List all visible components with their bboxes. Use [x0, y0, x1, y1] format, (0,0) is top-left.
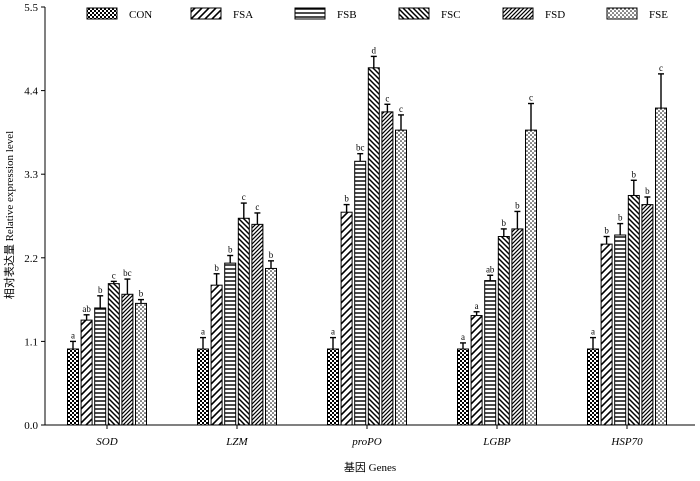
y-tick-label: 3.3 — [24, 169, 38, 181]
bar — [251, 223, 264, 426]
bar — [457, 348, 469, 426]
legend-swatch — [502, 7, 534, 20]
bar — [600, 243, 613, 426]
x-tick-label: LZM — [225, 436, 248, 448]
significance-label: c — [385, 93, 389, 103]
significance-label: bc — [356, 143, 365, 153]
x-tick-label: proPO — [351, 436, 382, 448]
bar — [627, 194, 640, 426]
significance-label: c — [659, 63, 663, 73]
y-tick-label: 1.1 — [24, 336, 38, 348]
bar — [265, 267, 277, 426]
significance-label: a — [461, 332, 465, 342]
bar — [121, 293, 134, 426]
significance-label: bc — [123, 268, 132, 278]
x-axis-title: 基因 Genes — [344, 461, 396, 474]
significance-label: d — [372, 45, 377, 55]
significance-label: a — [331, 327, 335, 337]
bar — [197, 348, 209, 426]
x-tick-label: HSP70 — [610, 436, 643, 448]
legend-swatch — [190, 7, 222, 20]
legend-swatch — [294, 7, 326, 20]
significance-label: a — [71, 330, 75, 340]
significance-label: c — [399, 104, 403, 114]
bar — [470, 315, 483, 426]
bar — [525, 129, 537, 426]
y-tick-label: 4.4 — [24, 86, 38, 98]
bar — [340, 211, 353, 426]
significance-label: a — [591, 327, 595, 337]
y-tick-label: 0.0 — [24, 420, 38, 432]
bar — [94, 307, 107, 426]
bar — [641, 204, 654, 426]
bar — [395, 129, 407, 426]
significance-label: a — [475, 301, 479, 311]
bar — [511, 228, 524, 426]
bar — [655, 107, 667, 426]
legend: CON FSA FSB FSC FSD FSE — [86, 7, 668, 21]
legend-label: FSD — [545, 9, 565, 21]
significance-label: b — [228, 245, 233, 255]
significance-label: b — [515, 200, 520, 210]
significance-label: b — [98, 285, 103, 295]
significance-label: b — [214, 263, 219, 273]
legend-label: FSE — [649, 9, 668, 21]
significance-label: b — [632, 169, 637, 179]
bar — [210, 284, 223, 426]
significance-label: ab — [486, 264, 495, 274]
legend-label: FSA — [233, 9, 253, 21]
bar — [67, 348, 79, 426]
bar — [484, 280, 497, 426]
bar — [367, 67, 380, 426]
significance-label: b — [269, 250, 274, 260]
significance-label: b — [645, 186, 650, 196]
legend-swatch — [398, 7, 430, 20]
significance-label: b — [139, 289, 144, 299]
significance-label: b — [344, 194, 349, 204]
bar — [497, 236, 510, 426]
significance-label: b — [502, 218, 507, 228]
significance-label: c — [242, 192, 246, 202]
x-tick-label: LGBP — [482, 436, 511, 448]
y-tick-label: 5.5 — [24, 2, 38, 14]
significance-label: b — [604, 226, 609, 236]
bar — [354, 160, 367, 426]
x-axis: SOD LZM proPO LGBP HSP70 — [45, 424, 695, 448]
significance-label: c — [529, 93, 533, 103]
y-axis: 0.0 1.1 2.2 3.3 4.4 5.5 — [24, 2, 46, 432]
bar — [80, 319, 93, 426]
x-tick-label: SOD — [96, 436, 117, 448]
significance-label: a — [201, 327, 205, 337]
bar — [381, 111, 394, 426]
significance-label: ab — [82, 304, 91, 314]
bar — [237, 217, 250, 426]
legend-label: FSC — [441, 9, 461, 21]
significance-label: c — [112, 270, 116, 280]
bar — [107, 283, 120, 426]
significance-label: b — [618, 213, 623, 223]
legend-label: FSB — [337, 9, 357, 21]
bar — [587, 348, 599, 426]
y-axis-title: 相对表达量 Relative expression level — [2, 131, 16, 299]
bar — [224, 262, 237, 426]
legend-swatch — [86, 7, 118, 20]
legend-label: CON — [129, 9, 152, 21]
y-tick-label: 2.2 — [24, 253, 38, 265]
bar — [135, 302, 147, 426]
bar — [614, 234, 627, 426]
significance-label: c — [255, 202, 259, 212]
legend-swatch — [606, 7, 638, 20]
bar — [327, 348, 339, 426]
